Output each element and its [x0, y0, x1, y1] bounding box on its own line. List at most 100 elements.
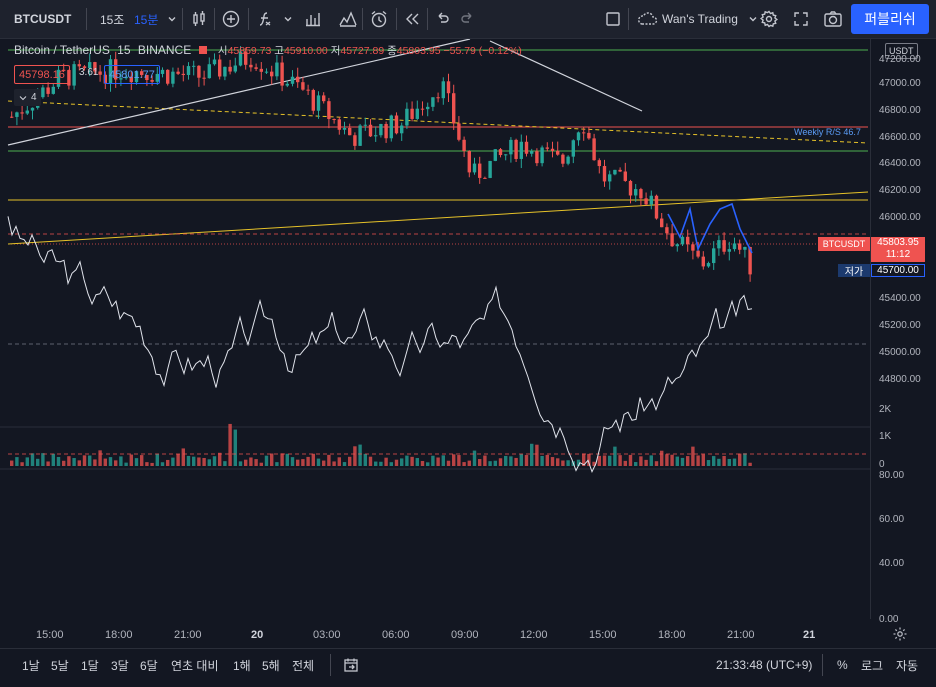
toolbar-divider: [628, 8, 629, 30]
fullscreen-icon[interactable]: [793, 0, 809, 38]
templates-icon[interactable]: [338, 0, 358, 38]
chart-canvas[interactable]: [0, 39, 870, 629]
fullscreen-select-icon[interactable]: [605, 0, 621, 38]
candle-body: [93, 62, 97, 72]
candle-body: [727, 249, 731, 252]
volume-bar: [176, 454, 180, 466]
undo-icon[interactable]: [434, 0, 450, 38]
range-1d-button[interactable]: 1날: [22, 658, 40, 673]
volume-bar: [389, 462, 393, 466]
settings-gear-icon[interactable]: [760, 0, 778, 38]
indicators-icon[interactable]: [256, 0, 274, 38]
range-ytd-button[interactable]: 연초 대비: [171, 658, 219, 673]
camera-icon[interactable]: [823, 0, 843, 38]
time-tick: 20: [251, 629, 264, 641]
candle-body: [561, 154, 565, 164]
indicators-count: 4: [31, 92, 37, 103]
range-all-button[interactable]: 전체: [292, 658, 315, 673]
bottom-toolbar: 1날 5날 1달 3달 6달 연초 대비 1해 5해 전체 21:33:48 (…: [0, 648, 936, 687]
buy-price-button[interactable]: 45801.77: [104, 65, 160, 84]
candle-body: [311, 90, 315, 111]
volume-bar: [145, 462, 149, 466]
chevron-down-icon[interactable]: [283, 0, 293, 38]
auto-scale-toggle[interactable]: 자동: [896, 658, 919, 673]
price-axis[interactable]: USDT 47200.00 47000.00 46800.00 46600.00…: [870, 39, 936, 625]
trend-line-white: [7, 39, 471, 146]
add-compare-icon[interactable]: [221, 0, 241, 38]
range-1m-button[interactable]: 1달: [81, 658, 99, 673]
candle-body: [394, 115, 399, 134]
range-5d-button[interactable]: 5날: [51, 658, 69, 673]
layout-menu-button[interactable]: Wan's Trading: [636, 0, 758, 38]
candle-body: [119, 78, 123, 80]
low-value: 45727.89: [340, 45, 385, 57]
volume-bar: [119, 456, 123, 466]
range-5y-button[interactable]: 5해: [262, 658, 280, 673]
volume-bar: [384, 457, 388, 466]
candle-body: [15, 112, 19, 117]
candle-body: [197, 65, 201, 78]
log-toggle[interactable]: 로그: [861, 658, 884, 673]
candle-body: [680, 236, 685, 245]
rsi-line: [7, 216, 753, 474]
candle-body: [290, 76, 295, 84]
candle-body: [342, 127, 347, 130]
candle-body: [379, 123, 383, 136]
range-1y-button[interactable]: 1해: [233, 658, 251, 673]
candle-body: [602, 166, 607, 182]
candle-body: [134, 71, 139, 83]
volume-bar: [10, 460, 14, 466]
indicators-collapse-button[interactable]: 4: [14, 89, 41, 106]
candle-style-icon[interactable]: [190, 0, 208, 38]
candle-body: [25, 110, 29, 114]
change-value: −55.79 (−0.12%): [443, 45, 522, 57]
timezone-clock[interactable]: 21:33:48 (UTC+9): [716, 658, 813, 672]
publish-button[interactable]: 퍼블리쉬: [851, 4, 929, 34]
open-value: 45859.73: [227, 45, 272, 57]
candle-body: [77, 64, 81, 67]
sell-price-button[interactable]: 45798.16: [14, 65, 70, 84]
toolbar-divider: [182, 8, 183, 30]
volume-bar: [197, 457, 201, 466]
chevron-down-icon[interactable]: [167, 0, 177, 38]
symbol-search-button[interactable]: BTCUSDT: [14, 0, 71, 38]
volume-bar: [306, 456, 310, 466]
candle-body: [478, 163, 482, 178]
interval-selector[interactable]: 15분: [134, 0, 158, 38]
low-label: 저: [330, 45, 341, 57]
price-tick: 47200.00: [879, 54, 921, 65]
volume-bar: [301, 459, 305, 466]
volume-bar: [498, 458, 503, 466]
candle-body: [660, 218, 664, 228]
price-tick: 45400.00: [879, 293, 921, 304]
interval-15-button[interactable]: 15조: [100, 0, 124, 38]
toolbar-divider: [214, 8, 215, 30]
candle-body: [696, 250, 700, 257]
candle-body: [426, 106, 430, 110]
range-6m-button[interactable]: 6달: [140, 658, 158, 673]
candle-body: [732, 243, 737, 250]
volume-bar: [504, 455, 508, 466]
percent-toggle[interactable]: %: [837, 658, 848, 672]
candle-body: [436, 97, 440, 99]
close-value: 45803.95: [396, 45, 441, 57]
volume-bar: [368, 456, 373, 466]
financials-icon[interactable]: [304, 0, 322, 38]
candle-body: [145, 74, 149, 81]
candle-body: [493, 149, 497, 161]
range-3m-button[interactable]: 3달: [111, 658, 129, 673]
cloud-icon: [638, 12, 658, 25]
volume-bar: [363, 453, 367, 466]
alert-clock-icon[interactable]: [369, 0, 389, 38]
volume-bar: [46, 461, 50, 466]
candle-body: [160, 69, 165, 74]
volume-tick: 1K: [879, 431, 892, 442]
currency-button[interactable]: USDT: [885, 43, 918, 59]
chart-settings-icon[interactable]: [892, 626, 908, 647]
volume-bar: [686, 456, 690, 466]
volume-tick: 0: [879, 459, 885, 470]
goto-date-icon[interactable]: [343, 649, 359, 681]
symbol-price-tag: BTCUSDT: [818, 237, 870, 251]
replay-icon[interactable]: [403, 0, 421, 38]
redo-icon[interactable]: [460, 0, 476, 38]
